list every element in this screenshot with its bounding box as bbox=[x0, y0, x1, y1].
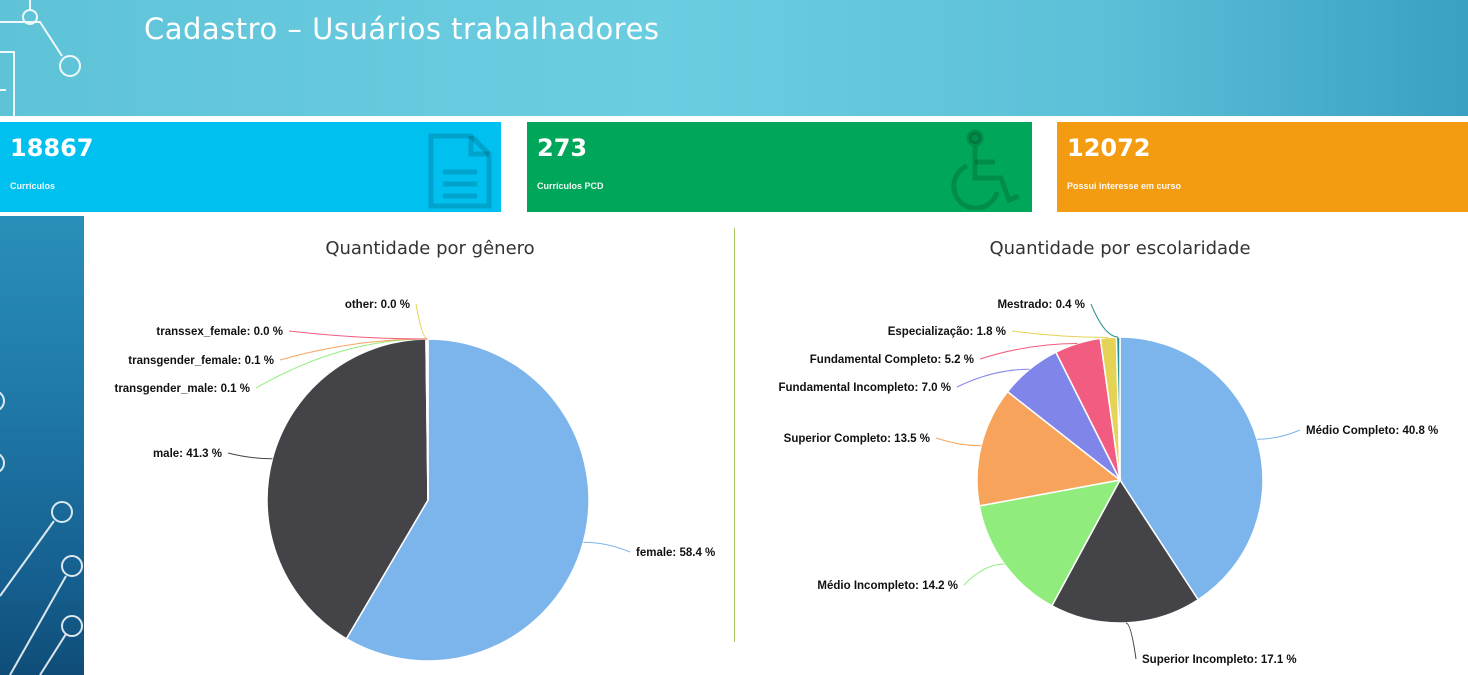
pie-slice[interactable] bbox=[266, 338, 429, 640]
header-banner: Cadastro – Usuários trabalhadores bbox=[0, 0, 1468, 116]
gender-pie: female: 58.4 % male: 41.3 % transgender_ma… bbox=[114, 299, 715, 662]
slice-data-label: female: 58.4 % bbox=[636, 547, 715, 559]
slice-connector bbox=[956, 368, 1030, 388]
wheelchair-icon bbox=[951, 129, 1020, 210]
slice-data-label: Médio Completo: 40.8 % bbox=[1306, 425, 1438, 437]
slice-data-label: transsex_female: 0.0 % bbox=[156, 326, 283, 338]
slice-data-label: Especialização: 1.8 % bbox=[888, 326, 1006, 338]
slice-data-label: Médio Incompleto: 14.2 % bbox=[817, 580, 958, 592]
gender-chart-title: Quantidade por gênero bbox=[325, 238, 535, 259]
slice-data-label: Superior Completo: 13.5 % bbox=[784, 433, 930, 445]
slice-connector bbox=[415, 303, 429, 340]
document-icon bbox=[428, 133, 492, 209]
education-pie: Médio Completo: 40.8 % Superior Incomplet… bbox=[778, 299, 1438, 666]
page-title: Cadastro – Usuários trabalhadores bbox=[144, 12, 660, 46]
slice-data-label: Fundamental Completo: 5.2 % bbox=[810, 354, 974, 366]
slice-connector bbox=[935, 437, 982, 447]
slice-connector bbox=[1125, 622, 1137, 660]
slice-data-label: Superior Incompleto: 17.1 % bbox=[1142, 654, 1297, 666]
pie-slice[interactable] bbox=[1050, 478, 1200, 624]
slice-connector bbox=[979, 342, 1078, 360]
slice-data-label: other: 0.0 % bbox=[345, 299, 410, 311]
slice-data-label: transgender_female: 0.1 % bbox=[128, 355, 274, 367]
chart-divider bbox=[734, 228, 735, 642]
slice-data-label: male: 41.3 % bbox=[153, 448, 222, 460]
stat-card-curriculos-pcd[interactable]: 273 Currículos PCD bbox=[527, 122, 1032, 212]
circuit-side-decoration bbox=[0, 216, 84, 675]
slice-connector bbox=[963, 563, 1005, 586]
slice-connector bbox=[1011, 330, 1109, 338]
education-chart-title: Quantidade por escolaridade bbox=[989, 238, 1251, 259]
slice-connector bbox=[227, 452, 273, 460]
slice-connector bbox=[1257, 429, 1301, 440]
slice-connector bbox=[1090, 303, 1119, 338]
stat-value: 18867 bbox=[10, 134, 94, 162]
slice-connector bbox=[583, 541, 631, 553]
pie-slice[interactable] bbox=[976, 390, 1122, 507]
slice-data-label: Fundamental Incompleto: 7.0 % bbox=[778, 382, 951, 394]
stat-value: 273 bbox=[537, 134, 588, 162]
slice-data-label: transgender_male: 0.1 % bbox=[114, 383, 250, 395]
circuit-decoration bbox=[0, 0, 81, 116]
pie-slice[interactable] bbox=[426, 338, 429, 501]
stat-card-interesse-curso[interactable]: 12072 Possui interesse em curso bbox=[1057, 122, 1468, 212]
stat-value: 12072 bbox=[1067, 134, 1151, 162]
stat-label: Currículos PCD bbox=[537, 181, 604, 191]
stat-card-curriculos[interactable]: 18867 Currículos bbox=[0, 122, 501, 212]
pie-slice[interactable] bbox=[345, 338, 590, 662]
slice-connector bbox=[288, 330, 429, 340]
pie-slice[interactable] bbox=[978, 478, 1122, 607]
stat-label: Possui interesse em curso bbox=[1067, 181, 1182, 191]
slice-data-label: Mestrado: 0.4 % bbox=[997, 299, 1085, 311]
stat-label: Currículos bbox=[10, 181, 56, 191]
